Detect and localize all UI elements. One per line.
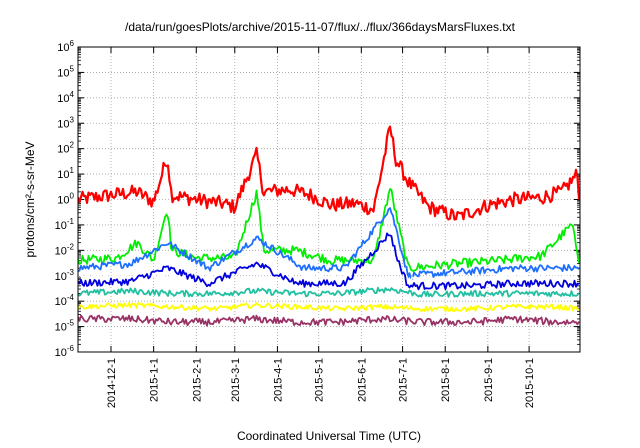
y-tick-label: 105 [57, 64, 74, 79]
series-line [78, 286, 580, 298]
x-tick-label: 2015-7-1 [398, 358, 410, 402]
y-tick-label: 10-6 [55, 344, 75, 359]
y-tick-label: 100 [57, 192, 74, 207]
y-tick-label: 101 [57, 166, 74, 181]
y-tick-label: 10-5 [55, 319, 75, 334]
x-tick-label: 2015-1-1 [149, 358, 161, 402]
chart-title: /data/run/goesPlots/archive/2015-11-07/f… [125, 20, 515, 34]
x-axis-label: Coordinated Universal Time (UTC) [236, 429, 422, 443]
x-tick-label: 2015-2-1 [191, 358, 203, 402]
x-tick-label: 2015-4-1 [272, 358, 284, 402]
y-tick-label: 10-1 [55, 217, 75, 232]
x-tick-label: 2015-5-1 [314, 358, 326, 402]
x-tick-label: 2014-12-1 [106, 358, 118, 408]
series-line [78, 232, 580, 291]
y-tick-label: 10-4 [55, 293, 75, 308]
x-tick-label: 2015-10-1 [524, 358, 536, 408]
y-tick-label: 10-3 [55, 268, 75, 283]
series-line [78, 207, 580, 280]
plot-frame [77, 46, 581, 353]
y-tick-label: 103 [57, 115, 74, 130]
x-tick-label: 2015-3-1 [230, 358, 242, 402]
series-line [78, 255, 580, 283]
series-line [78, 314, 580, 327]
series-line [78, 125, 580, 221]
y-tick-label: 104 [57, 90, 74, 105]
y-axis-label: protons/cm²-s-sr-MeV [23, 141, 37, 257]
x-tick-label: 2015-9-1 [483, 358, 495, 402]
y-tick-label: 106 [57, 39, 74, 54]
series-line [78, 301, 580, 313]
y-tick-label: 10-2 [55, 242, 75, 257]
x-tick-label: 2015-8-1 [440, 358, 452, 402]
x-tick-label: 2015-6-1 [356, 358, 368, 402]
series-line [78, 188, 580, 272]
y-tick-label: 102 [57, 141, 74, 156]
